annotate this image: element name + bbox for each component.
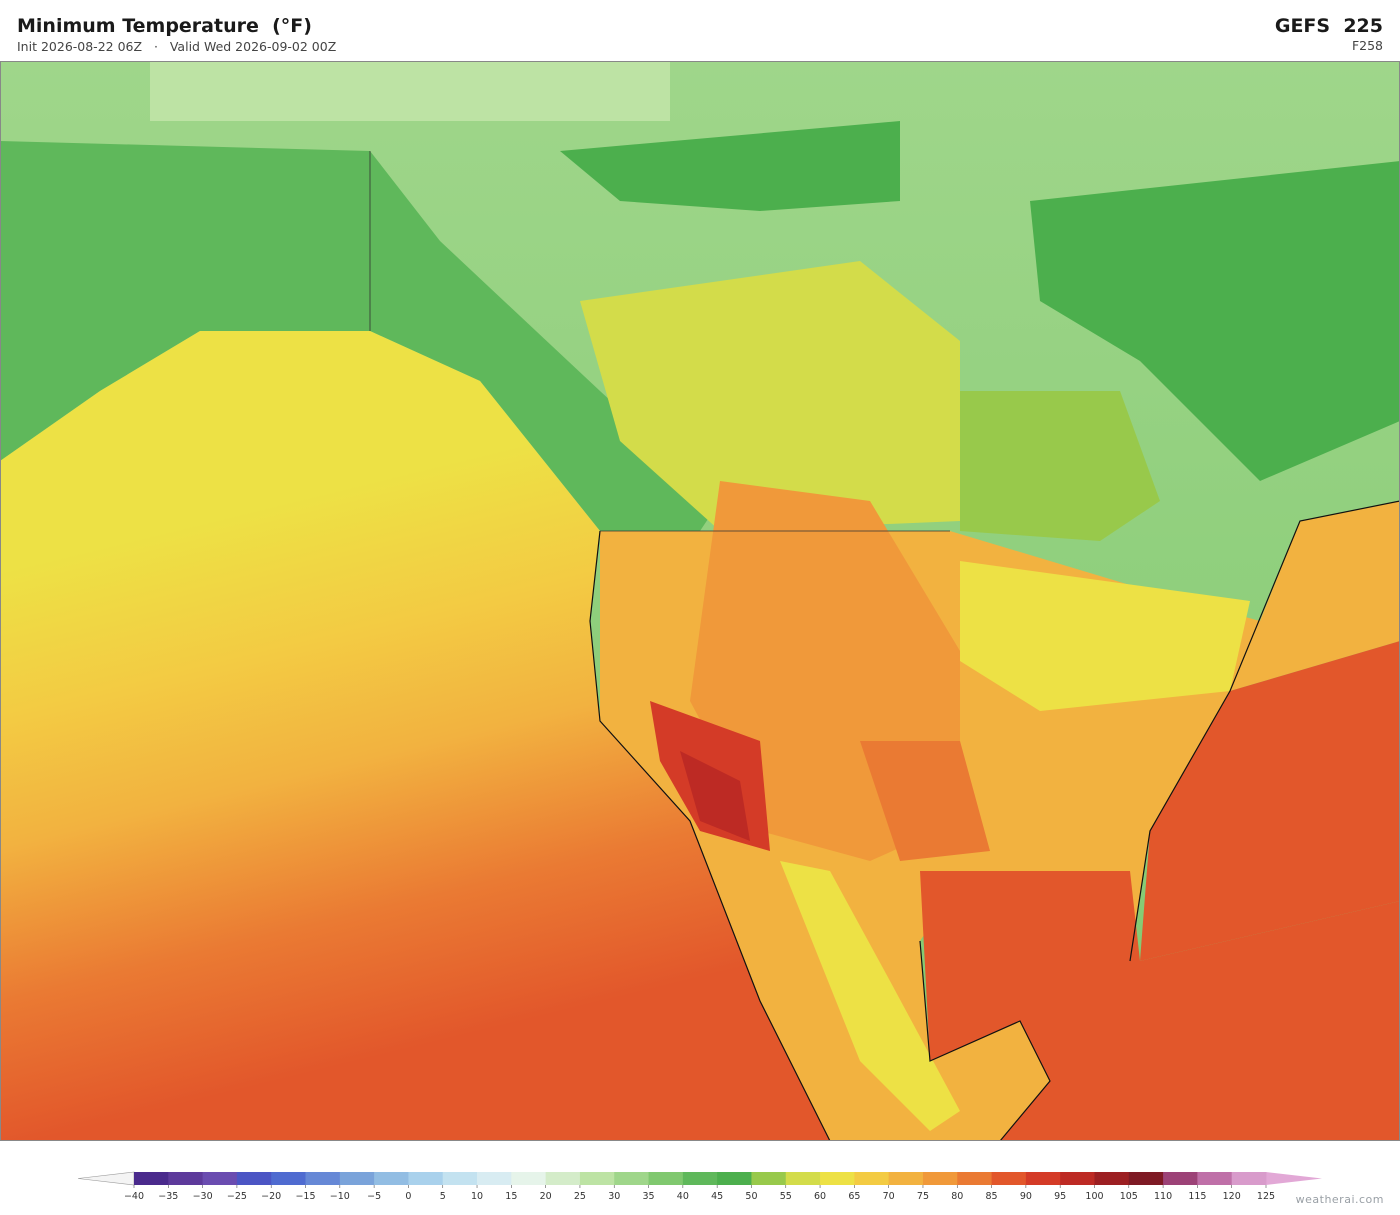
- colorbar-tick-label: 35: [642, 1191, 654, 1202]
- colorbar-under: [77, 1171, 135, 1186]
- colorbar-bin: [134, 1172, 169, 1185]
- colorbar-tick-label: 0: [405, 1191, 411, 1202]
- colorbar-bin: [1163, 1172, 1198, 1185]
- watermark: weatherai.com: [1295, 1193, 1384, 1206]
- map-subtitle: Init 2026-08-22 06Z · Valid Wed 2026-09-…: [17, 39, 337, 54]
- colorbar-bin: [236, 1172, 272, 1185]
- colorbar-tick-label: 90: [1020, 1191, 1032, 1202]
- colorbar-bin: [751, 1172, 787, 1185]
- alaska-bc: [0, 141, 720, 531]
- colorbar-bin: [579, 1172, 615, 1185]
- colorbar-bin: [1094, 1172, 1130, 1185]
- colorbar-tick-label: −40: [124, 1191, 144, 1202]
- colorbar-tick-label: 5: [440, 1191, 446, 1202]
- colorbar-tick-label: 70: [883, 1191, 895, 1202]
- colorbar-bin: [374, 1172, 409, 1185]
- colorbar-tick-label: 50: [745, 1191, 757, 1202]
- map: [0, 61, 1400, 1141]
- hudson-bay: [960, 391, 1160, 541]
- arctic-ocean: [150, 61, 670, 121]
- colorbar-tick-label: −5: [367, 1191, 381, 1202]
- atlantic-ocean: [1140, 641, 1400, 961]
- quebec-labrador: [1030, 161, 1400, 481]
- colorbar-tick-label: −35: [158, 1191, 178, 1202]
- texas: [860, 741, 990, 861]
- colorbar-bin: [1231, 1172, 1267, 1185]
- colorbar-tick-label: 30: [608, 1191, 620, 1202]
- arctic-islands: [560, 121, 900, 211]
- colorbar-bin: [1197, 1172, 1233, 1185]
- colorbar-bin: [991, 1172, 1027, 1185]
- colorbar-tick-label: 65: [848, 1191, 860, 1202]
- colorbar-bin: [717, 1172, 752, 1185]
- colorbar-tick-label: 120: [1223, 1191, 1241, 1202]
- gulf-of-mexico: [920, 871, 1400, 1141]
- colorbar-bin: [957, 1172, 992, 1185]
- colorbar-bin: [682, 1172, 718, 1185]
- colorbar-tick-label: −25: [227, 1191, 247, 1202]
- colorbar-tick-label: 10: [471, 1191, 483, 1202]
- model-label: GEFS 225: [1274, 15, 1383, 37]
- great-lakes: [960, 561, 1250, 711]
- colorbar-over: [1266, 1172, 1322, 1185]
- coastline: [589, 530, 831, 1141]
- colorbar-tick-label: 125: [1257, 1191, 1275, 1202]
- colorbar-bin: [408, 1172, 444, 1185]
- colorbar: −40 −35 −30 −25 −20 −15 −10 −5 0 5 10 15 20 25 30 35 40 4…: [77, 1171, 1322, 1202]
- colorbar-bin: [271, 1172, 306, 1185]
- colorbar-bin: [820, 1172, 855, 1185]
- colorbar-tick-label: 60: [814, 1191, 826, 1202]
- colorbar-bin: [614, 1172, 649, 1185]
- colorbar-tick-label: 15: [505, 1191, 517, 1202]
- colorbar-bin: [785, 1172, 821, 1185]
- colorbar-tick-label: 40: [677, 1191, 689, 1202]
- colorbar-tick-label: 85: [986, 1191, 998, 1202]
- coastline: [1129, 500, 1400, 962]
- colorbar-bin: [1060, 1172, 1095, 1185]
- colorbar-bin: [305, 1172, 341, 1185]
- desert: [680, 751, 750, 841]
- colorbar-bin: [1128, 1172, 1164, 1185]
- colorbar-bin: [648, 1172, 684, 1185]
- colorbar-bin: [922, 1172, 958, 1185]
- colorbar-tick-label: 75: [917, 1191, 929, 1202]
- colorbar-bin: [511, 1172, 547, 1185]
- colorbar-tick-label: 105: [1120, 1191, 1138, 1202]
- prairies: [580, 261, 960, 531]
- colorbar-tick-label: 25: [574, 1191, 586, 1202]
- colorbar-tick-label: 80: [951, 1191, 963, 1202]
- colorbar-tick-label: 55: [780, 1191, 792, 1202]
- coastline: [919, 940, 1051, 1141]
- colorbar-bin: [1025, 1172, 1061, 1185]
- colorbar-bin: [854, 1172, 890, 1185]
- colorbar-tick-label: 95: [1054, 1191, 1066, 1202]
- colorbar-tick-label: 100: [1085, 1191, 1103, 1202]
- colorbar-tick-label: −30: [193, 1191, 213, 1202]
- mexico-plateau: [780, 861, 960, 1131]
- colorbar-tick-label: 20: [540, 1191, 552, 1202]
- colorbar-tick-label: −10: [330, 1191, 350, 1202]
- colorbar-bin: [888, 1172, 924, 1185]
- colorbar-tick-label: 45: [711, 1191, 723, 1202]
- map-title: Minimum Temperature (°F): [17, 15, 312, 37]
- colorbar-tick-label: 115: [1188, 1191, 1206, 1202]
- colorbar-tick-label: −20: [261, 1191, 281, 1202]
- colorbar-tick-label: 110: [1154, 1191, 1172, 1202]
- colorbar-bin: [545, 1172, 581, 1185]
- pacific-ocean: [0, 331, 830, 1141]
- colorbar-bin: [339, 1172, 375, 1185]
- colorbar-bin: [202, 1172, 238, 1185]
- colorbar-bin: [442, 1172, 478, 1185]
- colorbar-bin: [477, 1172, 512, 1185]
- forecast-hour: F258: [1351, 38, 1383, 53]
- colorbar-tick-label: −15: [295, 1191, 315, 1202]
- colorbar-bin: [168, 1172, 204, 1185]
